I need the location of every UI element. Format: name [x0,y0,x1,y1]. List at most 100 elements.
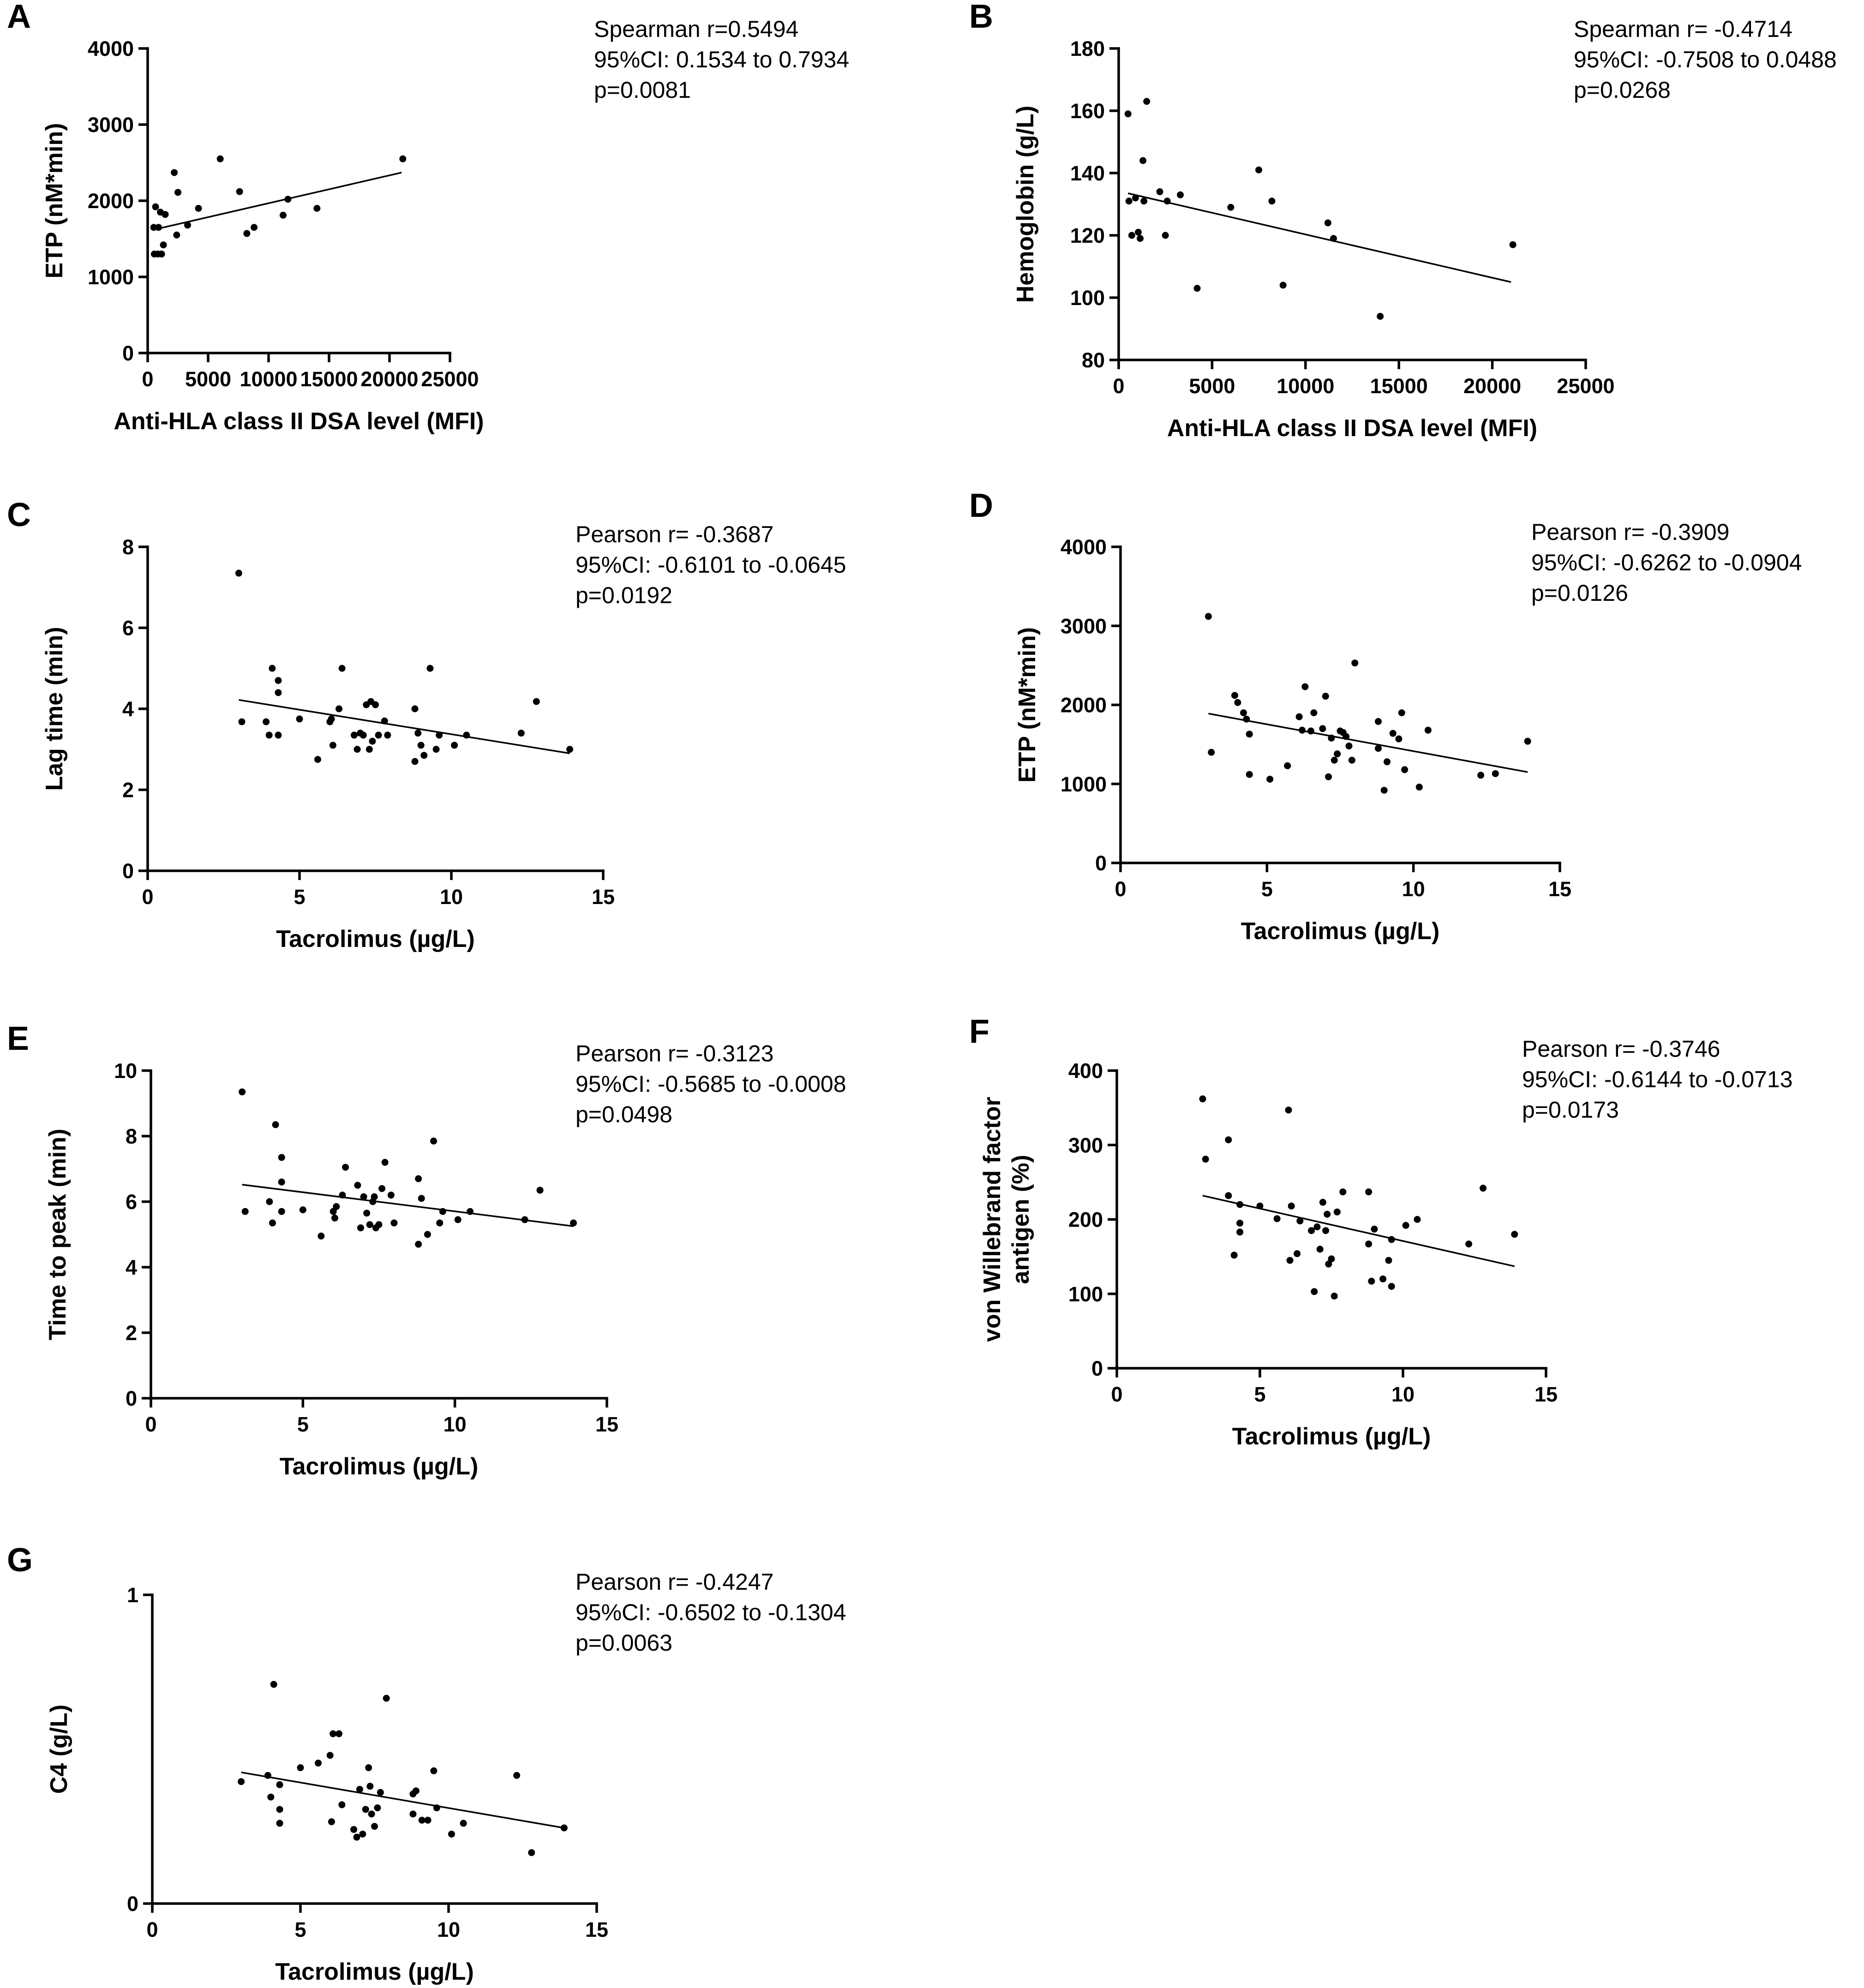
x-tick-label: 0 [1113,374,1124,398]
x-tick-label: 15000 [1370,374,1428,398]
y-tick-label: 0 [126,1387,137,1410]
panel-f: F 0 5 10 15 0 100 200 300 400 Tacrolimus (µg/L) von… [969,1013,1793,1450]
data-point [1322,1227,1330,1234]
data-point [1377,313,1384,320]
data-point [1205,613,1212,620]
data-point [275,689,282,696]
data-point [1398,709,1405,717]
data-point [1388,1236,1395,1243]
data-point [1331,756,1338,764]
data-point [1333,1208,1341,1216]
stats-line: 95%CI: 0.1534 to 0.7934 [594,47,849,72]
x-tick-label: 0 [142,885,153,909]
data-point [1389,730,1397,737]
data-point [375,1221,383,1228]
x-tick-label: 10000 [240,367,297,391]
data-point [338,665,346,672]
x-axis-label: Tacrolimus (µg/L) [280,1453,479,1480]
data-point [374,1804,381,1812]
data-point [418,1195,425,1202]
data-point [335,1730,342,1737]
y-axis-label: ETP (nM*min) [1014,627,1041,783]
y-axis-label-line: von Willebrand factor [979,1097,1006,1342]
data-point [1328,1255,1335,1263]
y-tick-label: 120 [1070,224,1105,247]
panel-letter: C [7,497,31,533]
data-point [263,718,270,725]
data-point [1202,1156,1209,1163]
y-tick-label: 1000 [1061,772,1107,796]
data-point [1193,285,1201,292]
data-point [238,718,246,725]
x-axis-label: Anti-HLA class II DSA level (MFI) [1167,415,1537,442]
panel-c: C 0 5 10 15 0 2 4 6 8 Tacrolimus (µg/L) Lag time (m… [7,497,846,952]
data-point [521,1216,528,1223]
data-point [360,731,367,739]
y-tick-label: 4 [126,1256,137,1279]
data-point [171,169,178,176]
data-point [269,1219,276,1227]
data-point [1163,198,1171,205]
data-point [318,1233,325,1240]
data-point [1365,1188,1373,1196]
data-point [195,205,202,212]
data-point [1322,693,1329,700]
data-point [1343,733,1350,740]
data-point [418,1816,426,1824]
stats-line: Spearman r= -0.4714 [1574,16,1792,42]
x-tick-label: 0 [145,1413,156,1436]
data-point [1230,1251,1238,1259]
stats-line: p=0.0268 [1574,77,1671,103]
panel-letter: F [969,1013,989,1050]
y-tick-label: 140 [1070,162,1105,185]
x-tick-label: 25000 [1557,374,1614,398]
y-tick-label: 0 [122,341,134,365]
x-tick-label: 10 [440,885,463,909]
data-point [1351,659,1359,667]
data-point [1307,727,1315,735]
x-axis-label: Tacrolimus (µg/L) [275,1958,474,1985]
y-tick-label: 300 [1068,1133,1103,1157]
data-point [299,1206,306,1214]
data-point [1480,1185,1487,1192]
y-tick-label: 8 [126,1125,137,1148]
data-point [354,746,361,753]
y-tick-label: 10 [114,1059,137,1083]
data-point [1511,1231,1518,1238]
data-point [1284,762,1291,769]
data-point [1368,1277,1375,1285]
data-point [1371,1225,1378,1233]
x-tick-label: 0 [1115,877,1126,901]
data-point [313,205,321,212]
data-point [276,1806,283,1813]
data-point [377,1789,384,1796]
data-point [1240,709,1247,717]
x-tick-label: 0 [1111,1383,1122,1406]
stats-line: 95%CI: -0.6262 to -0.0904 [1531,550,1802,575]
x-tick-label: 15 [592,885,615,909]
data-point [390,1219,398,1227]
data-point [1285,1106,1292,1114]
data-point [1395,735,1402,743]
data-point [533,698,540,705]
data-point [1324,1210,1331,1218]
data-point [359,1830,366,1838]
data-point [276,1781,283,1788]
data-point [1135,228,1142,236]
data-point [314,756,321,763]
data-point [1137,235,1144,242]
y-axis-label: Hemoglobin (g/L) [1012,106,1039,303]
data-point [326,1752,334,1759]
x-axis-label: Anti-HLA class II DSA level (MFI) [114,408,484,435]
stats-line: Pearson r= -0.3687 [575,521,773,547]
data-point [1308,1227,1315,1234]
data-point [239,1088,246,1096]
y-tick-label: 1000 [88,265,134,289]
data-point [1465,1240,1473,1248]
data-point [269,665,276,672]
data-point [338,1801,346,1808]
data-point [1124,110,1132,118]
data-point [378,1185,386,1192]
data-point [1125,198,1133,205]
